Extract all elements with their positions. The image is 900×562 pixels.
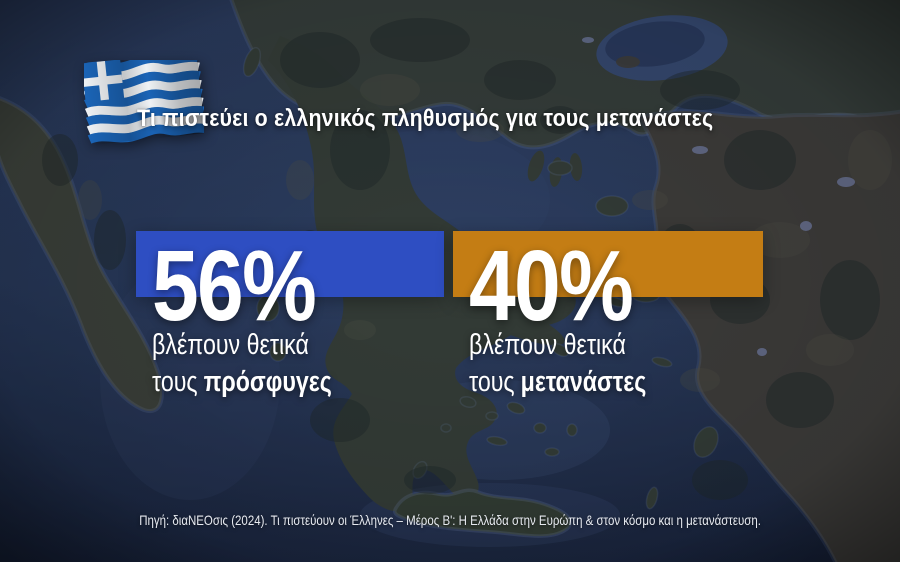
stat-label-line1: βλέπουν θετικά bbox=[469, 329, 626, 361]
stat-label-refugees: βλέπουν θετικά τους πρόσφυγες bbox=[152, 327, 332, 401]
stat-block-migrants: 40% βλέπουν θετικά τους μετανάστες bbox=[453, 231, 763, 398]
stat-label-line1: βλέπουν θετικά bbox=[152, 329, 309, 361]
stat-label-prefix: τους bbox=[469, 366, 515, 398]
footer: Πηγή: διαΝΕΟσις (2024). Τι πιστεύουν οι … bbox=[0, 510, 900, 530]
stat-label-migrants: βλέπουν θετικά τους μετανάστες bbox=[469, 327, 646, 401]
stat-bar-orange bbox=[453, 231, 763, 297]
source-citation: Πηγή: διαΝΕΟσις (2024). Τι πιστεύουν οι … bbox=[139, 512, 761, 528]
stat-label-strong: μετανάστες bbox=[520, 366, 647, 398]
stat-percent-refugees: 56% bbox=[152, 230, 317, 342]
stat-bar-blue bbox=[136, 231, 444, 297]
page-title: Τι πιστεύει ο ελληνικός πληθυσμός για το… bbox=[137, 105, 714, 133]
greek-flag-icon bbox=[84, 60, 204, 148]
stat-label-prefix: τους bbox=[152, 366, 198, 398]
stat-block-refugees: 56% βλέπουν θετικά τους πρόσφυγες bbox=[136, 231, 444, 398]
stat-percent-migrants: 40% bbox=[469, 230, 634, 342]
stat-label-strong: πρόσφυγες bbox=[203, 366, 332, 398]
